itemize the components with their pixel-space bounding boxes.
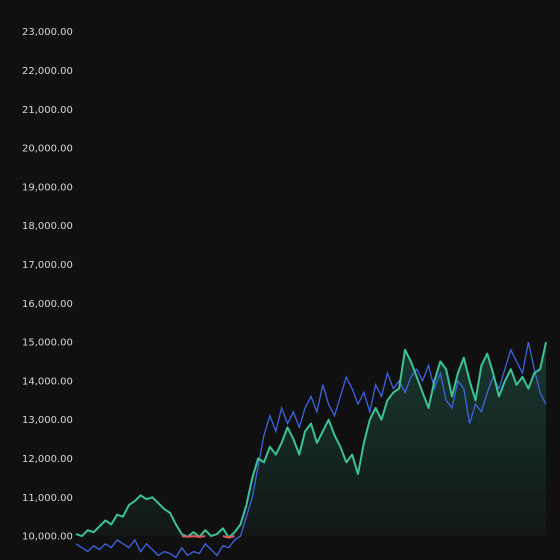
y-tick-label: 17,000.00: [22, 260, 73, 271]
plot-area: [75, 341, 547, 559]
below-baseline-segment: [181, 535, 235, 539]
primary-area: [76, 342, 546, 537]
y-tick-label: 16,000.00: [22, 299, 73, 310]
y-tick-label: 12,000.00: [22, 454, 73, 465]
y-tick-label: 10,000.00: [22, 532, 73, 543]
y-tick-label: 22,000.00: [22, 66, 73, 77]
y-tick-label: 13,000.00: [22, 415, 73, 426]
y-tick-label: 19,000.00: [22, 182, 73, 193]
y-tick-label: 21,000.00: [22, 105, 73, 116]
secondary-series-line: [75, 341, 547, 559]
y-tick-label: 18,000.00: [22, 221, 73, 232]
primary-series-line: [75, 341, 547, 539]
y-tick-label: 15,000.00: [22, 338, 73, 349]
y-axis: 10,000.00 11,000.00 12,000.00 13,000.00 14,0…: [22, 27, 73, 542]
y-tick-label: 11,000.00: [22, 493, 73, 504]
y-tick-label: 20,000.00: [22, 144, 73, 155]
y-tick-label: 23,000.00: [22, 27, 73, 38]
y-tick-label: 14,000.00: [22, 376, 73, 387]
